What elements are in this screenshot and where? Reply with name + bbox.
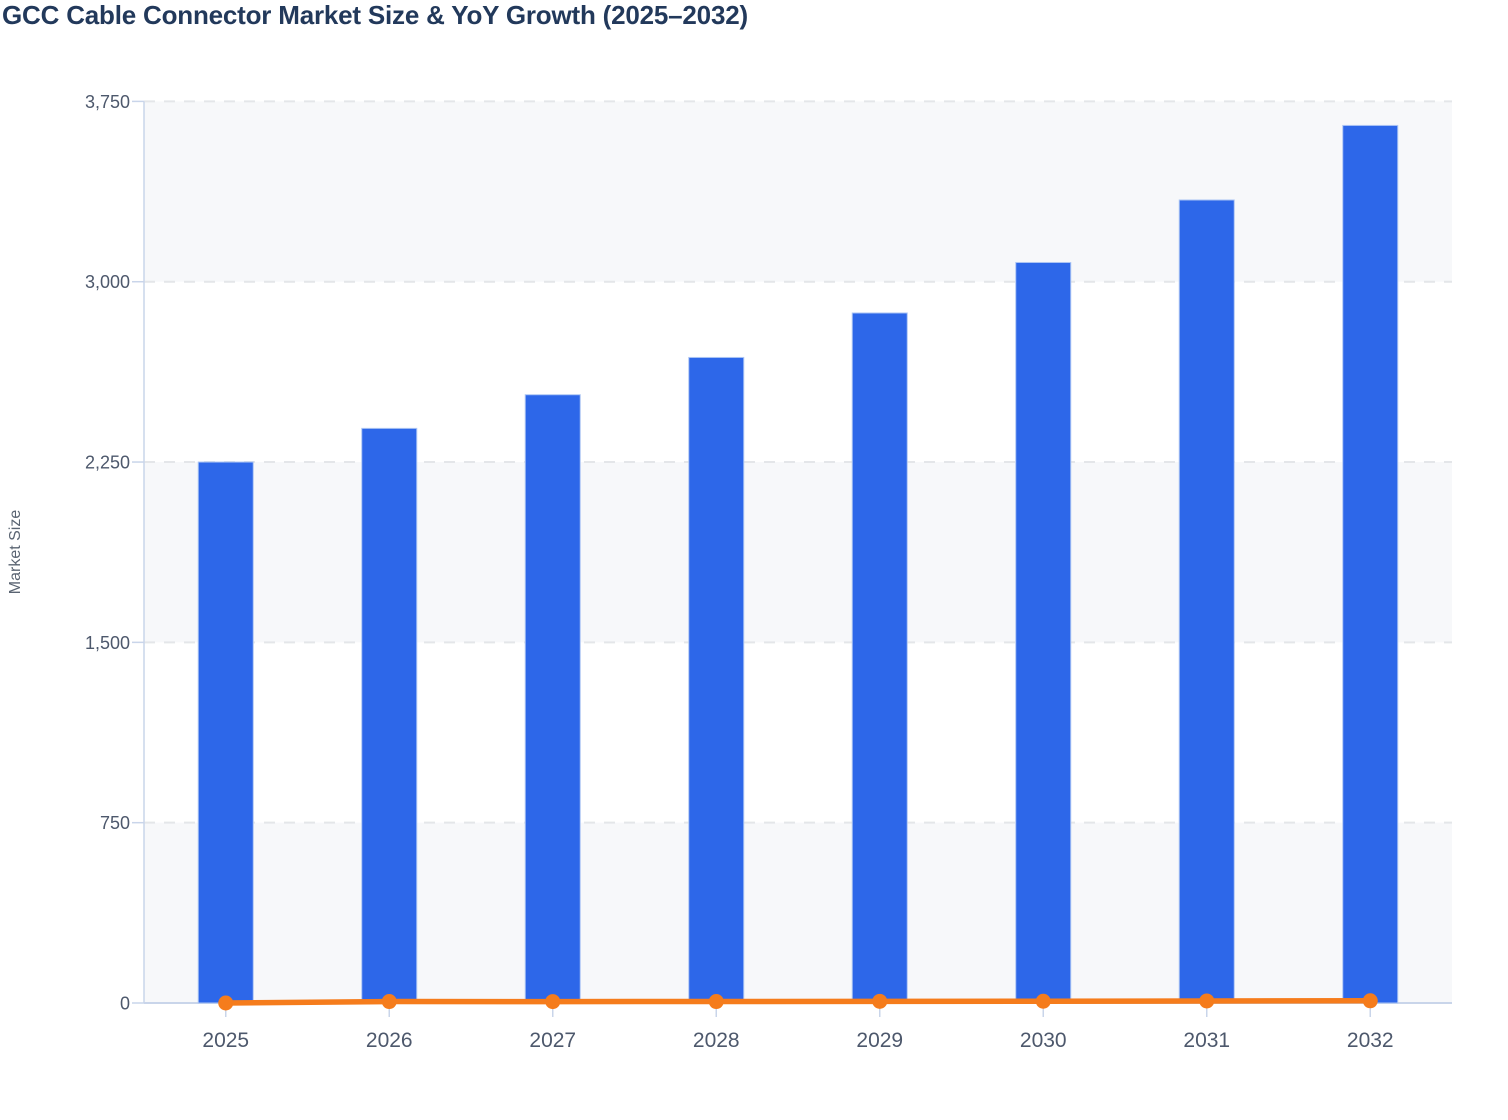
bar-2029[interactable] (851, 312, 908, 1004)
yoy-growth-line (223, 998, 1373, 1006)
x-tick-label: 2026 (366, 1029, 413, 1052)
y-tick-label: 0 (120, 994, 130, 1014)
y-tick-label: 2,250 (85, 453, 130, 473)
y-tick-label: 3,750 (85, 92, 130, 112)
bar-2030[interactable] (1015, 261, 1072, 1004)
y-tick-label: 750 (100, 813, 130, 833)
chart-title: GCC Cable Connector Market Size & YoY Gr… (2, 0, 748, 30)
x-tick-label: 2030 (1020, 1029, 1067, 1052)
plot-band (144, 822, 1452, 1003)
x-tick-label: 2029 (856, 1029, 903, 1052)
y-tick-label: 1,500 (85, 633, 130, 653)
bar-2031[interactable] (1178, 199, 1235, 1004)
yoy-marker-2030[interactable] (1035, 993, 1051, 1009)
yoy-marker-2029[interactable] (872, 993, 888, 1009)
bar-2028[interactable] (688, 356, 745, 1004)
yoy-marker-2025[interactable] (218, 995, 234, 1011)
yoy-marker-2027[interactable] (545, 994, 561, 1010)
x-tick-label: 2028 (693, 1029, 740, 1052)
x-tick-label: 2027 (529, 1029, 576, 1052)
plot-band (144, 462, 1452, 643)
bar-2026[interactable] (361, 427, 418, 1004)
x-tick-label: 2025 (202, 1029, 249, 1052)
y-tick-label: 3,000 (85, 272, 130, 292)
x-tick-label: 2031 (1183, 1029, 1230, 1052)
bar-2025[interactable] (197, 461, 254, 1004)
yoy-marker-2032[interactable] (1362, 993, 1378, 1009)
bar-2032[interactable] (1342, 124, 1399, 1004)
yoy-marker-2026[interactable] (381, 994, 397, 1010)
yoy-marker-2028[interactable] (708, 994, 724, 1010)
bar-2027[interactable] (524, 394, 581, 1004)
plot-band (144, 101, 1452, 282)
x-tick-label: 2032 (1347, 1029, 1394, 1052)
yoy-marker-2031[interactable] (1199, 993, 1215, 1009)
